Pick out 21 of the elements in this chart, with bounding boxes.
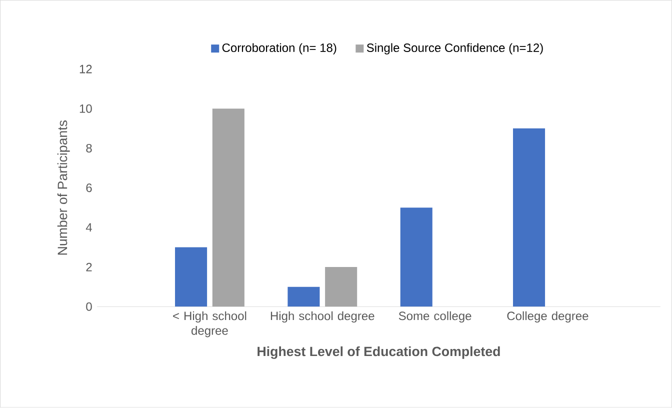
y-tick-label: 2 [86, 262, 92, 272]
bar [400, 208, 432, 307]
x-axis-title: Highest Level of Education Completed [258, 346, 500, 360]
bar [175, 247, 208, 307]
y-axis-title: Number of Participants [57, 120, 70, 255]
bar [513, 128, 546, 307]
bar [288, 286, 320, 307]
x-tick-label: College degree [507, 311, 588, 323]
legend-label: Corroboration (n= 18) [222, 43, 336, 55]
x-tick-label: Some college [398, 311, 472, 323]
bar [325, 267, 358, 307]
bar [212, 108, 244, 307]
y-tick-label: 0 [86, 302, 92, 312]
y-tick-label: 12 [80, 64, 92, 74]
x-tick-label: < High school degree [173, 311, 246, 338]
legend-label: Single Source Confidence (n=12) [366, 43, 543, 55]
y-tick-label: 6 [86, 184, 92, 192]
x-tick-label: High school degree [270, 311, 374, 323]
y-tick-label: 8 [86, 144, 92, 153]
y-tick-label: 10 [80, 104, 92, 114]
y-tick-label: 4 [86, 223, 92, 232]
